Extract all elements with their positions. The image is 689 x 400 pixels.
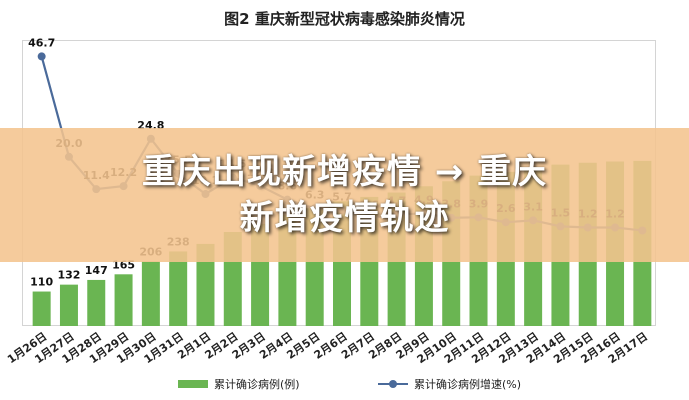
legend-item-bar: 累计确诊病例(例) [178,376,300,392]
rate-point [37,52,46,61]
legend-item-line: 累计确诊病例增速(%) [378,376,521,392]
bar [169,251,188,326]
headline-line-2: 新增疫情轨迹 [239,198,450,238]
bar-value-label: 110 [30,276,53,289]
headline-line-1: 重庆出现新增疫情 → 重庆 [141,152,548,192]
legend-swatch-line [378,380,408,388]
bar-value-label: 147 [85,264,108,277]
chart-title: 图2 重庆新型冠状病毒感染肺炎情况 [224,10,465,28]
bar [141,261,160,326]
rate-value-label: 46.7 [28,36,55,49]
bar [59,284,78,326]
bar [32,291,51,326]
bar-value-label: 132 [57,269,80,282]
legend-swatch-bar [178,380,208,388]
bar [196,243,215,326]
legend-label-bar: 累计确诊病例(例) [214,378,300,391]
headline-overlay: 重庆出现新增疫情 → 重庆 新增疫情轨迹 [0,128,689,262]
legend: 累计确诊病例(例) 累计确诊病例增速(%) [0,376,689,394]
bar [114,274,133,326]
legend-label-line: 累计确诊病例增速(%) [414,378,522,391]
bar [87,279,106,326]
